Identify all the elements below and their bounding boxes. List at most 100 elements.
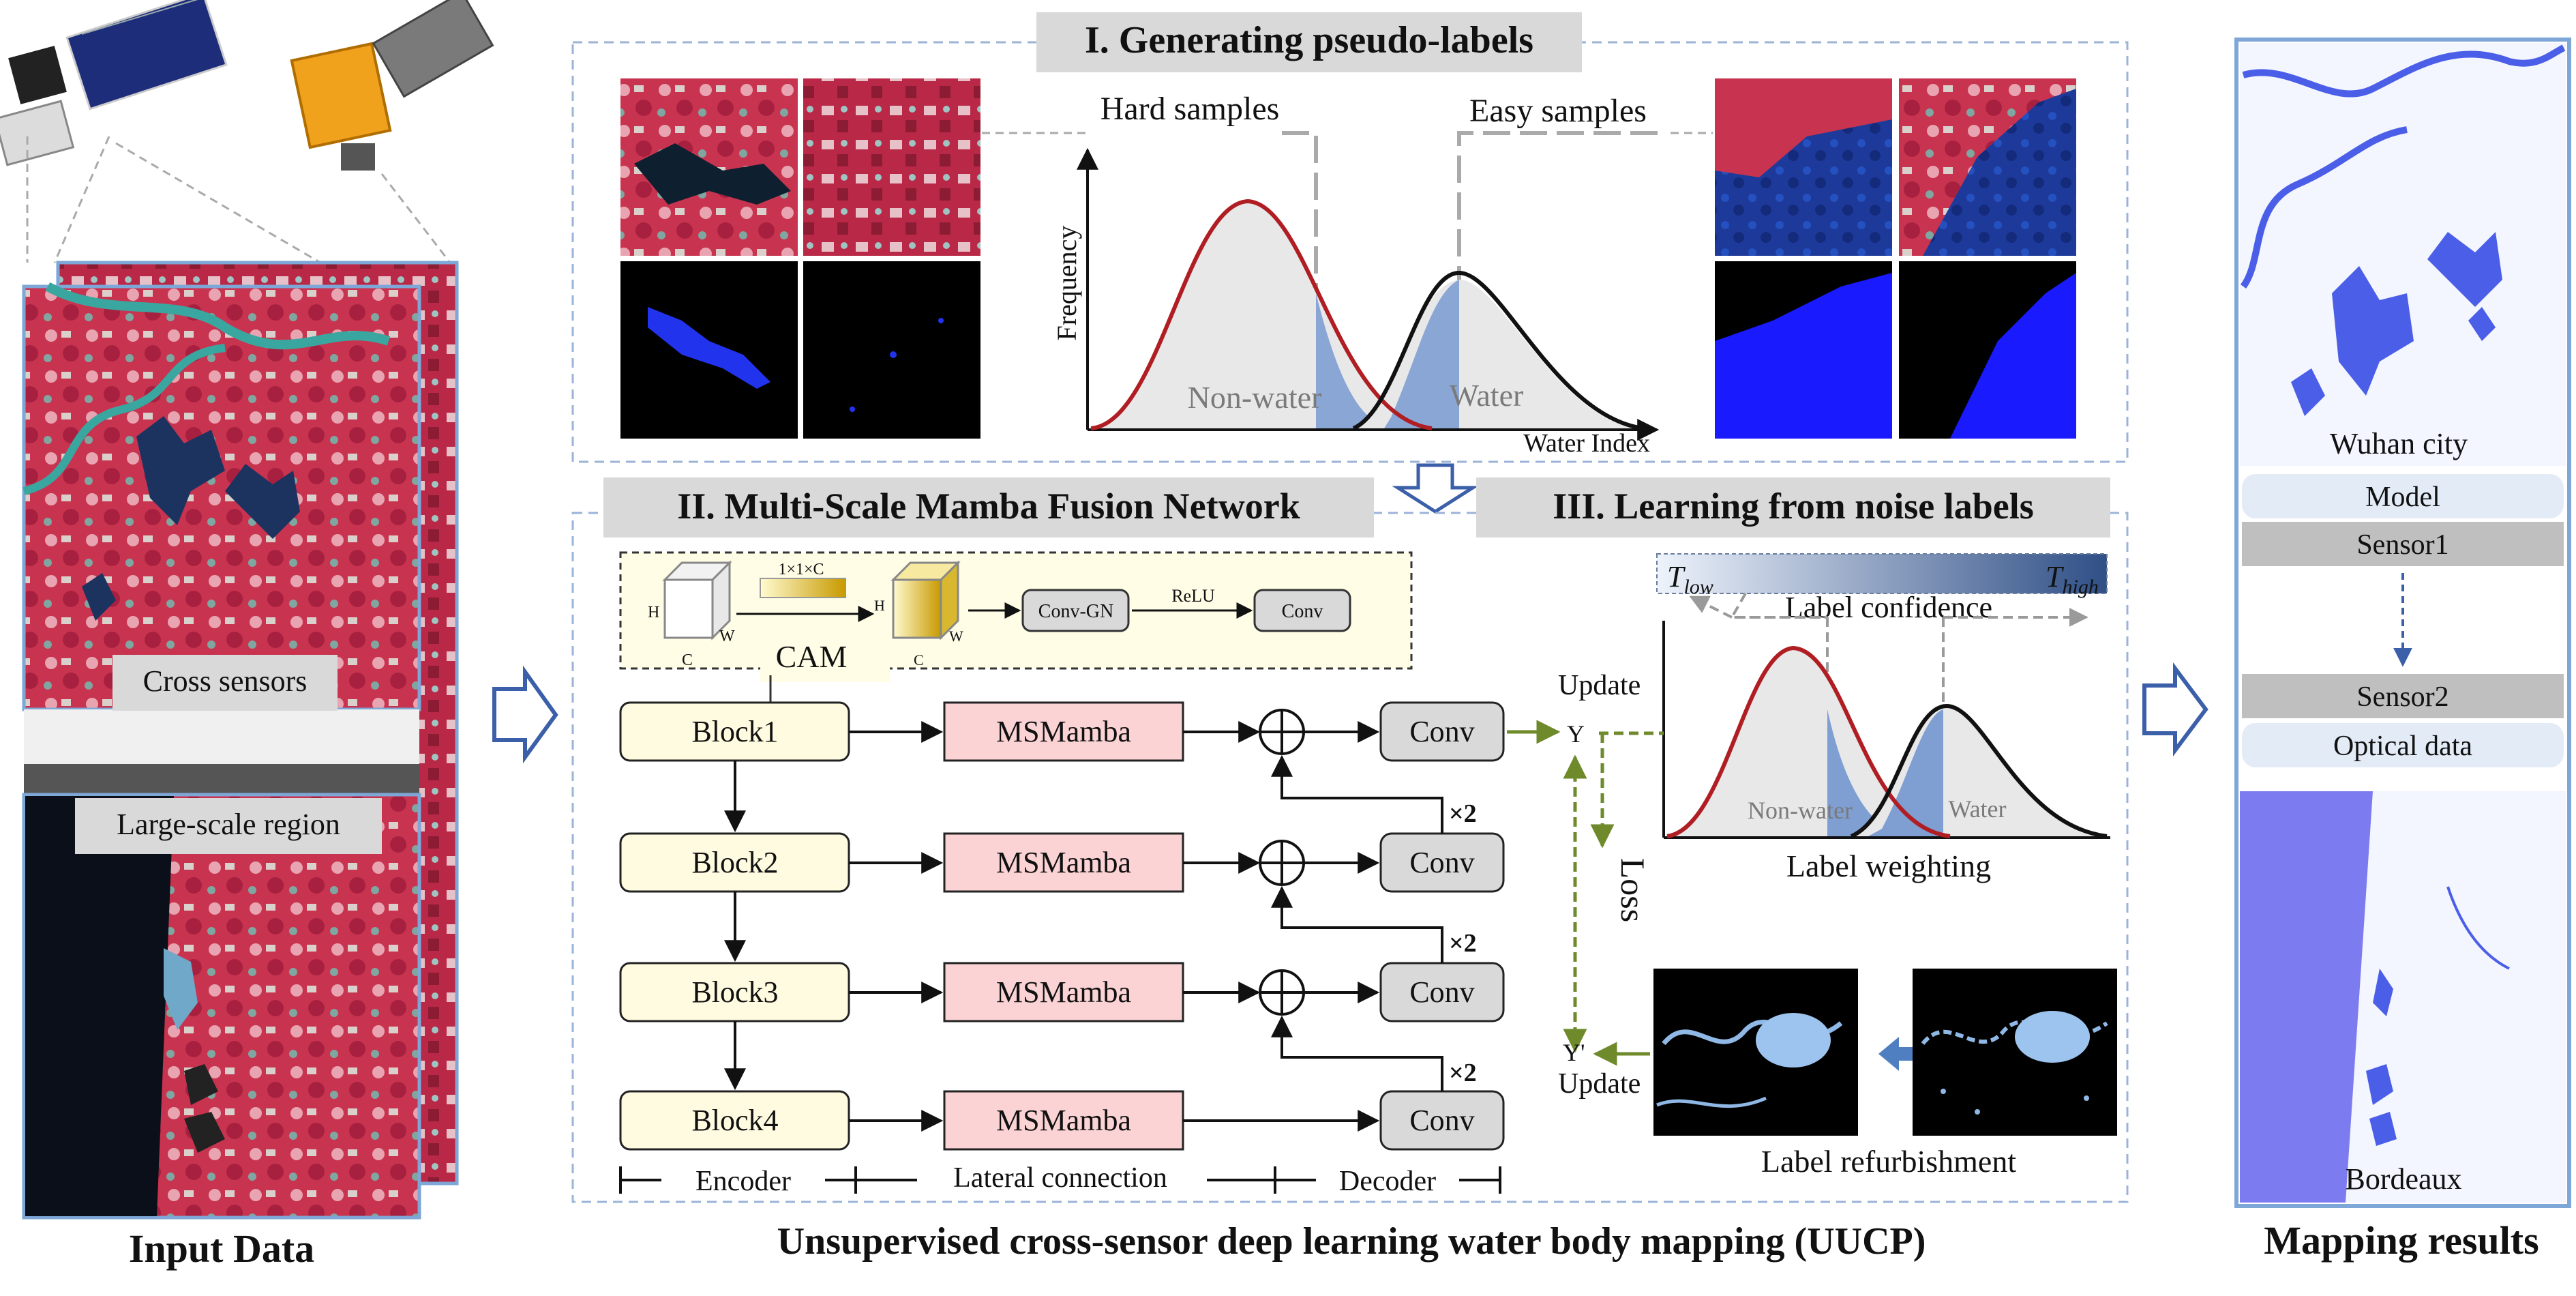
cross-sensors-label: Cross sensors <box>143 664 308 698</box>
section-msmamba-network: II. Multi-Scale Mamba Fusion Network H W… <box>603 477 1505 1197</box>
t-low-label: Tlow <box>1667 560 1713 598</box>
model-label: Model <box>2365 482 2440 513</box>
bordeaux-label: Bordeaux <box>2345 1162 2461 1196</box>
weighting-water-label: Water <box>1948 795 2006 823</box>
encoder-label: Encoder <box>695 1166 791 1197</box>
non-water-label: Non-water <box>1188 380 1322 415</box>
conv3-label: Conv <box>1409 975 1474 1009</box>
y-prime-label: Y' <box>1563 1039 1585 1066</box>
easy-overlap-area <box>1384 280 1459 428</box>
decoder-label: Decoder <box>1339 1166 1436 1197</box>
wuhan-label: Wuhan city <box>2330 427 2468 460</box>
sensor1-bar <box>2242 522 2564 566</box>
label-confidence-bar <box>1656 553 2108 594</box>
loss-label: Loss <box>1614 858 1652 922</box>
satellite-right-icon <box>290 0 494 171</box>
section3-title: III. Learning from noise labels <box>1553 486 2034 527</box>
noisy-label-image <box>1913 969 2117 1136</box>
conv1-label: Conv <box>1409 715 1474 748</box>
large-scale-tag <box>75 798 382 854</box>
cam-conv-label: Conv <box>1282 601 1323 622</box>
conv4-label: Conv <box>1409 1104 1474 1137</box>
flow-arrow-icon <box>492 665 558 764</box>
cam-conv-gn-box <box>1021 589 1130 632</box>
refurbished-label-image <box>1653 969 1858 1136</box>
msmamba2-label: MSMamba <box>996 846 1131 879</box>
label-weighting-label: Label weighting <box>1786 849 1991 883</box>
pseudo-label-distribution-chart: Frequency Water Index Non-water Water <box>1051 147 1660 458</box>
weighting-non-water-label: Non-water <box>1748 797 1853 824</box>
y-label: Y <box>1567 720 1585 748</box>
non-water-curve <box>1090 198 1433 430</box>
msmamba1-box <box>943 701 1184 762</box>
label-confidence-label: Label confidence <box>1785 591 1992 624</box>
model-pill <box>2242 474 2564 518</box>
cam-w2-label: W <box>949 628 963 645</box>
hard-sample-label-2 <box>803 261 980 439</box>
section1-title-bg <box>1036 12 1582 72</box>
msmamba3-box <box>943 962 1184 1022</box>
cam-label: CAM <box>776 639 848 674</box>
satellite-left-icon <box>0 0 228 166</box>
flow-arrow-right-icon <box>2142 662 2208 756</box>
optical-data-label: Optical data <box>2333 731 2472 762</box>
input-data-panel: Cross sensors Large-scale region Input D… <box>0 0 494 1271</box>
easy-samples-label: Easy samples <box>1469 93 1647 129</box>
footer-title: Unsupervised cross-sensor deep learning … <box>777 1220 1926 1263</box>
cam-vector <box>760 578 846 598</box>
water-curve <box>1352 270 1644 430</box>
update-top-label: Update <box>1558 670 1641 701</box>
input-image-wuhan <box>22 284 421 711</box>
sensor1-label: Sensor1 <box>2356 529 2448 561</box>
lateral-connection-label: Lateral connection <box>953 1162 1167 1194</box>
block3-label: Block3 <box>691 975 778 1009</box>
cam-relu-label: ReLU <box>1171 586 1215 606</box>
label-refurbishment-label: Label refurbishment <box>1761 1144 2016 1179</box>
cam-conv-box <box>1253 589 1351 632</box>
hard-sample-image-2 <box>803 78 980 256</box>
mapping-results-title: Mapping results <box>2264 1218 2538 1263</box>
t-high-label: Thigh <box>2046 560 2099 598</box>
label-weighting-chart: Non-water Water <box>1662 621 2110 839</box>
section-pseudo-labels: I. Generating pseudo-labels Hard samples… <box>571 12 2129 463</box>
upsample-label-1: ×2 <box>1449 799 1477 828</box>
block2-label: Block2 <box>691 846 778 879</box>
sensor2-bar <box>2242 674 2564 718</box>
cam-h-label: H <box>648 604 659 621</box>
conv2-label: Conv <box>1409 846 1474 879</box>
cam-h2-label: H <box>874 597 885 614</box>
hard-samples-label: Hard samples <box>1100 91 1280 127</box>
cam-module: H W C 1×1×C H W C Conv-GN ReLU Conv CAM <box>619 551 1413 709</box>
msmamba3-label: MSMamba <box>996 975 1131 1009</box>
input-data-title: Input Data <box>129 1226 314 1271</box>
msmamba2-box <box>943 832 1184 893</box>
optical-data-pill <box>2242 723 2564 767</box>
down-arrow-icon <box>1392 463 1479 514</box>
msmamba4-label: MSMamba <box>996 1104 1131 1137</box>
x-axis-label: Water Index <box>1523 429 1650 458</box>
wuhan-map <box>2240 43 2566 466</box>
cam-c-label: C <box>682 651 693 669</box>
non-water-area <box>1091 201 1432 428</box>
refurbish-arrow-icon <box>1878 1037 1899 1071</box>
water-label: Water <box>1450 378 1524 413</box>
y-axis-label: Frequency <box>1051 226 1082 341</box>
section1-title: I. Generating pseudo-labels <box>1085 19 1533 61</box>
conv1-box <box>1379 701 1505 762</box>
block4-label: Block4 <box>691 1104 778 1137</box>
hard-overlap-area <box>1316 293 1384 428</box>
cam-conv-gn-label: Conv-GN <box>1038 601 1113 622</box>
cross-sensors-tag <box>113 655 338 711</box>
section3-title-bg <box>1476 477 2110 537</box>
sensor2-label: Sensor2 <box>2356 681 2448 713</box>
section-noise-labels: III. Learning from noise labels Tlow Thi… <box>1476 477 2117 1179</box>
cam-c2-label: C <box>914 651 924 668</box>
upsample-label-2: ×2 <box>1449 929 1477 958</box>
section2-title-bg <box>603 477 1374 537</box>
msmamba4-box <box>943 1090 1184 1151</box>
update-bottom-label: Update <box>1558 1068 1641 1100</box>
upsample-label-3: ×2 <box>1449 1059 1477 1087</box>
cam-w-label: W <box>719 628 735 645</box>
msmamba1-label: MSMamba <box>996 715 1131 748</box>
cam-vector-label: 1×1×C <box>778 561 824 578</box>
